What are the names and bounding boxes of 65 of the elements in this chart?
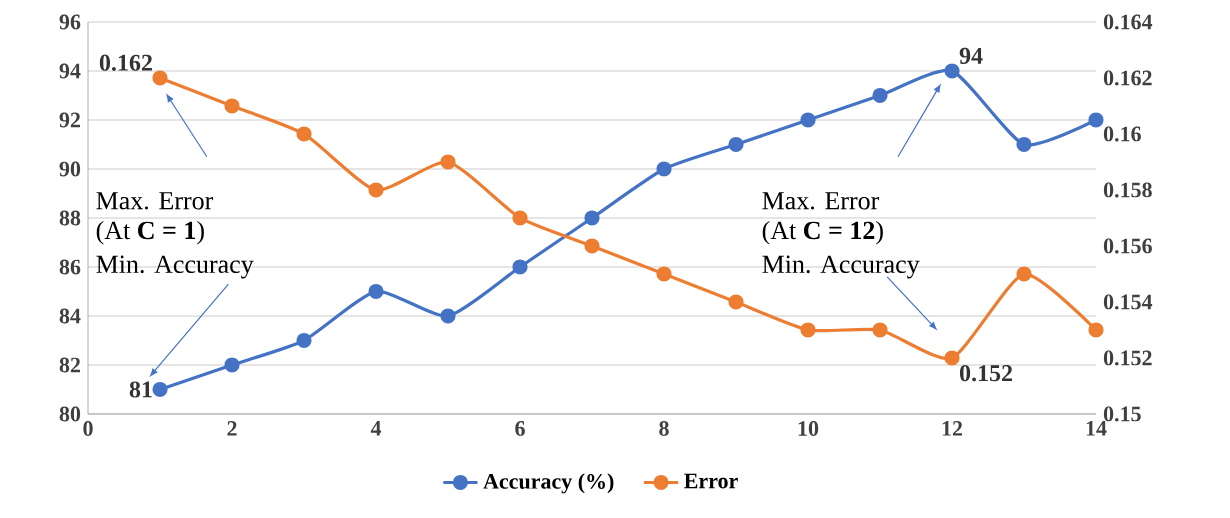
point [152,70,168,86]
annotation: Max. Error [96,192,214,210]
y-tick-label: 80 [59,406,81,422]
point [296,332,312,349]
data-label: 0.162 [99,54,152,71]
x-tick-label: 4 [370,421,382,436]
point [296,126,312,142]
annotation: Min. Accuracy [762,255,920,279]
legend-label: Accuracy (%) [483,473,614,494]
point [1088,112,1104,128]
point [944,350,960,366]
data-label: 0.152 [959,365,1013,382]
point [584,238,600,254]
data-label: 81 [129,381,152,398]
x-tick-label: 10 [798,421,819,436]
point [1088,322,1104,338]
point [656,161,672,177]
point [512,259,528,275]
point [1016,136,1032,153]
x-tick-label: 14 [1086,421,1107,436]
y2-tick-label: 0.16 [1103,126,1141,142]
point [656,266,672,282]
point [728,136,744,153]
point [440,308,456,324]
point [584,210,600,226]
point [368,182,384,198]
point [1016,266,1032,282]
annotation: Max. Error [762,192,880,210]
legend-label: Error [684,473,738,489]
point [728,294,744,310]
point [368,283,384,300]
x-tick-label: 0 [83,421,93,436]
x-tick-label: 6 [515,421,525,436]
point [224,357,240,373]
point [152,381,168,398]
y-tick-label: 84 [59,308,81,324]
x-tick-label: 8 [659,421,669,436]
y2-tick-label: 0.15 [1103,406,1141,422]
point [872,322,888,338]
y-tick-label: 92 [59,112,80,128]
annotation: Min. Accuracy [96,255,254,279]
y2-tick-label: 0.164 [1103,14,1153,30]
point [440,154,456,170]
point [224,98,240,114]
y2-tick-label: 0.154 [1103,294,1153,310]
point [800,112,816,128]
annotation: (At C = 12) [762,220,883,245]
y2-tick-label: 0.162 [1103,70,1152,86]
y-tick-label: 86 [59,259,81,275]
y-tick-label: 96 [59,14,81,30]
y-tick-label: 90 [59,161,81,177]
x-tick-label: 2 [227,421,237,436]
y-tick-label: 82 [59,357,80,373]
data-label: 94 [959,47,983,64]
y-tick-label: 94 [59,63,81,79]
y-tick-label: 88 [59,210,81,226]
annotation: (At C = 1) [96,220,204,245]
point [800,322,816,338]
point [512,210,528,226]
y2-tick-label: 0.156 [1103,238,1152,254]
x-tick-label: 12 [942,421,963,436]
point [872,87,888,104]
y2-tick-label: 0.158 [1103,182,1152,198]
point [944,63,960,79]
y2-tick-label: 0.152 [1103,350,1152,366]
